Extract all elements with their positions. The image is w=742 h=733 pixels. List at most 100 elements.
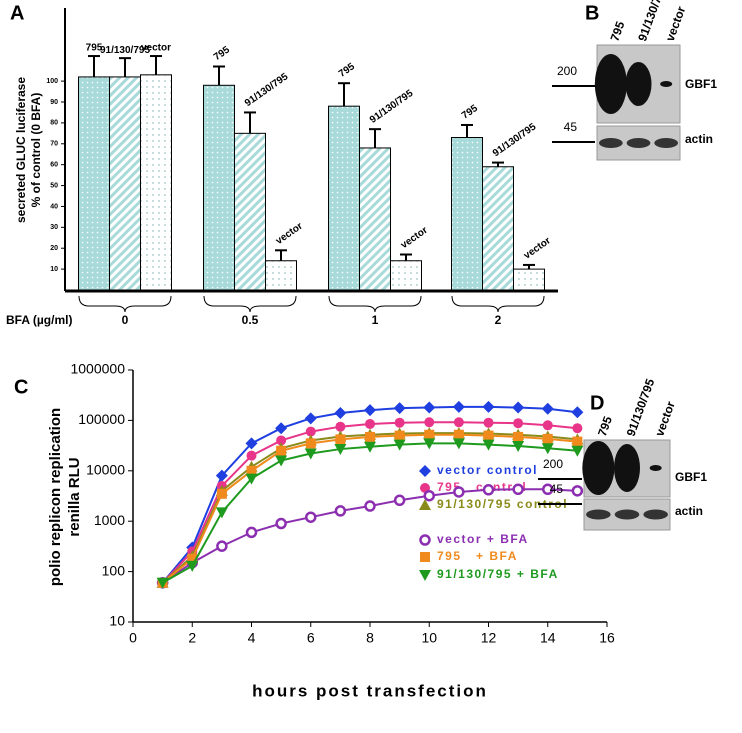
marker	[453, 429, 464, 440]
band	[594, 54, 627, 114]
marker	[275, 517, 287, 530]
marker	[542, 433, 553, 444]
band	[660, 81, 673, 87]
x-tick-label: 0	[122, 313, 129, 327]
bar-label: 795	[460, 103, 480, 122]
marker	[512, 401, 525, 414]
bar-label: vector	[274, 221, 305, 247]
marker	[483, 430, 494, 441]
marker	[364, 500, 376, 512]
x-tick-label: 12	[481, 630, 497, 646]
marker	[394, 430, 405, 441]
marker	[215, 507, 228, 519]
y-tick-label: 100	[102, 562, 126, 578]
category-bracket	[78, 295, 172, 313]
marker	[541, 402, 554, 415]
bar-label: 91/130/795	[243, 71, 291, 109]
marker	[571, 406, 584, 419]
marker	[335, 434, 346, 445]
marker	[423, 438, 436, 450]
bar	[78, 76, 110, 291]
lane-label: 795	[607, 19, 627, 43]
legend-marker	[419, 499, 431, 510]
marker	[453, 417, 464, 428]
y-tick-label: 90	[50, 99, 58, 106]
marker	[246, 465, 257, 476]
band	[614, 509, 640, 520]
bar	[359, 147, 391, 291]
marker	[482, 484, 495, 496]
marker	[216, 540, 228, 552]
x-tick-label: 2	[495, 313, 502, 327]
marker	[513, 431, 524, 442]
x-tick-label: 14	[540, 630, 556, 646]
marker	[156, 577, 169, 589]
marker	[334, 444, 347, 456]
marker	[513, 418, 524, 429]
marker-label: 200	[557, 64, 577, 78]
marker	[245, 526, 258, 539]
x-tick-label: 0	[129, 630, 137, 646]
marker	[452, 400, 465, 413]
band-label: actin	[675, 504, 703, 518]
marker	[364, 404, 376, 417]
marker	[186, 560, 199, 572]
marker	[572, 436, 583, 447]
marker	[423, 489, 435, 502]
x-axis-label: BFA (µg/ml)	[6, 313, 72, 327]
band	[586, 509, 611, 520]
x-tick-label: 2	[188, 630, 196, 646]
lane-label: 795	[595, 414, 615, 438]
y-tick-label: 50	[50, 182, 58, 189]
y-axis-label: secreted GLUC luciferase	[14, 77, 28, 223]
band-label: GBF1	[675, 470, 707, 484]
bar-label: vector	[522, 235, 553, 261]
y-tick-label: 10	[109, 613, 125, 629]
marker	[365, 431, 375, 442]
band	[614, 444, 640, 492]
marker	[452, 438, 465, 450]
x-tick-label: 16	[599, 630, 615, 646]
legend-label: vector + BFA	[437, 532, 529, 546]
legend-label: 91/130/795 control	[437, 497, 568, 511]
band	[643, 509, 668, 520]
marker	[305, 426, 316, 437]
bar	[328, 105, 360, 291]
marker	[245, 437, 258, 450]
marker	[453, 486, 465, 498]
category-bracket	[203, 295, 297, 313]
marker	[187, 553, 198, 564]
category-bracket	[328, 295, 422, 313]
y-axis-label: % of control (0 BFA)	[29, 93, 43, 208]
band	[582, 441, 615, 495]
bar-label: vector	[399, 225, 430, 251]
marker	[276, 445, 287, 456]
lane-label: vector	[663, 4, 689, 43]
marker	[424, 429, 435, 440]
panel-label: C	[14, 376, 28, 398]
legend-label: vector control	[437, 463, 538, 477]
bar-label: 91/130/795	[491, 121, 539, 159]
marker	[424, 417, 435, 428]
legend-label: 795 + BFA	[437, 549, 518, 563]
bar	[482, 166, 514, 291]
y-axis-label: polio replicon replication	[47, 408, 64, 586]
marker	[423, 401, 436, 414]
legend-label: 91/130/795 + BFA	[437, 567, 559, 581]
bar-label: 795	[337, 61, 357, 80]
marker	[393, 402, 406, 415]
y-axis-label: renilla RLU	[66, 457, 83, 536]
marker	[334, 407, 347, 420]
marker	[245, 473, 258, 485]
marker	[572, 423, 583, 434]
marker-label: 45	[564, 120, 578, 134]
legend-marker	[419, 534, 431, 546]
band	[625, 62, 652, 106]
legend-marker	[420, 552, 430, 562]
band	[626, 138, 651, 148]
marker	[482, 400, 495, 413]
y-tick-label: 10	[50, 266, 58, 273]
marker-label: 200	[543, 457, 563, 471]
bar-label: vector	[141, 43, 171, 54]
y-tick-label: 1000	[94, 512, 125, 528]
